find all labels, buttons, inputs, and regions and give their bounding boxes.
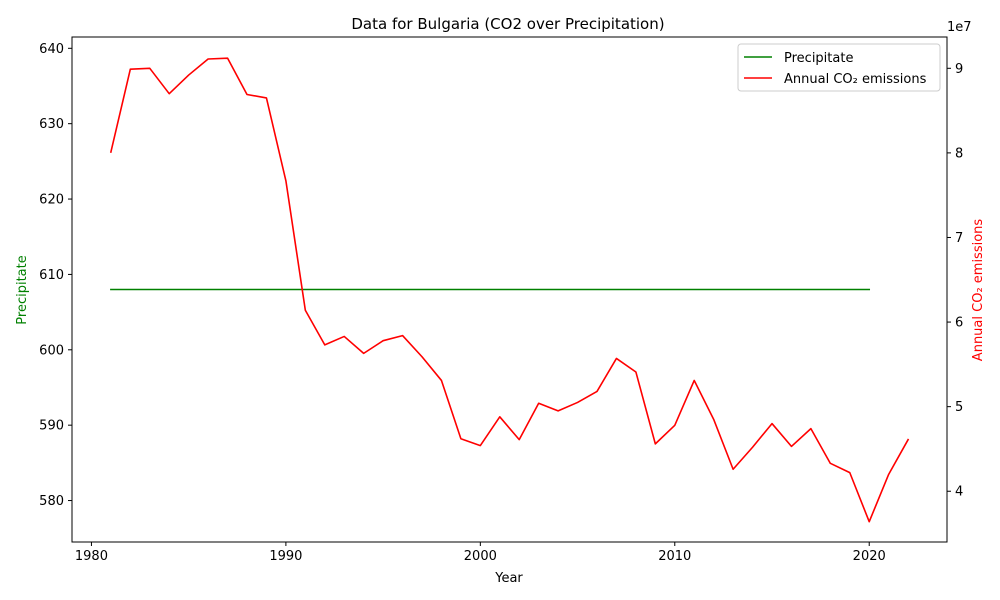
y-left-tick-label-590: 590 xyxy=(39,419,64,434)
y-left-tick-label-600: 600 xyxy=(39,343,64,358)
x-axis: 1980 1990 2000 2010 2020 xyxy=(75,542,886,564)
y-right-tick-label-0: 4 xyxy=(955,485,963,500)
y-left-tick-label-610: 610 xyxy=(39,268,64,283)
legend-label-precipitate: Precipitate xyxy=(784,51,853,66)
plot-area xyxy=(109,57,910,523)
y-right-tick-label-3: 7 xyxy=(955,231,963,246)
x-tick-label-2020: 2020 xyxy=(853,549,886,564)
x-tick-label-1980: 1980 xyxy=(75,549,108,564)
plot-frame xyxy=(71,36,948,543)
y-left-tick-label-630: 630 xyxy=(39,117,64,132)
x-tick-label-1990: 1990 xyxy=(269,549,302,564)
y-axis-left-label: Precipitate xyxy=(15,255,30,324)
legend-box xyxy=(737,43,941,92)
x-tick-label-2010: 2010 xyxy=(658,549,691,564)
y-right-tick-label-5: 9 xyxy=(955,62,963,77)
legend-label-co2: Annual CO₂ emissions xyxy=(784,72,927,87)
y-axis-left: 580 590 600 610 620 630 640 xyxy=(39,42,72,509)
y-right-tick-label-2: 6 xyxy=(955,316,963,331)
y-right-tick-label-1: 5 xyxy=(955,400,963,415)
x-axis-label: Year xyxy=(494,571,523,586)
legend: Precipitate Annual CO₂ emissions xyxy=(737,43,941,92)
y-left-tick-label-580: 580 xyxy=(39,494,64,509)
y-left-tick-label-620: 620 xyxy=(39,193,64,208)
y-axis-right-label: Annual CO₂ emissions xyxy=(971,219,986,362)
y-axis-right-multiplier: 1e7 xyxy=(947,20,972,35)
y-right-tick-label-4: 8 xyxy=(955,146,963,161)
chart-title: Data for Bulgaria (CO2 over Precipitatio… xyxy=(351,15,664,33)
x-tick-label-2000: 2000 xyxy=(464,549,497,564)
y-left-tick-label-640: 640 xyxy=(39,42,64,57)
y-axis-right: 4 5 6 7 8 9 xyxy=(947,62,963,500)
series-line-1 xyxy=(109,57,910,523)
